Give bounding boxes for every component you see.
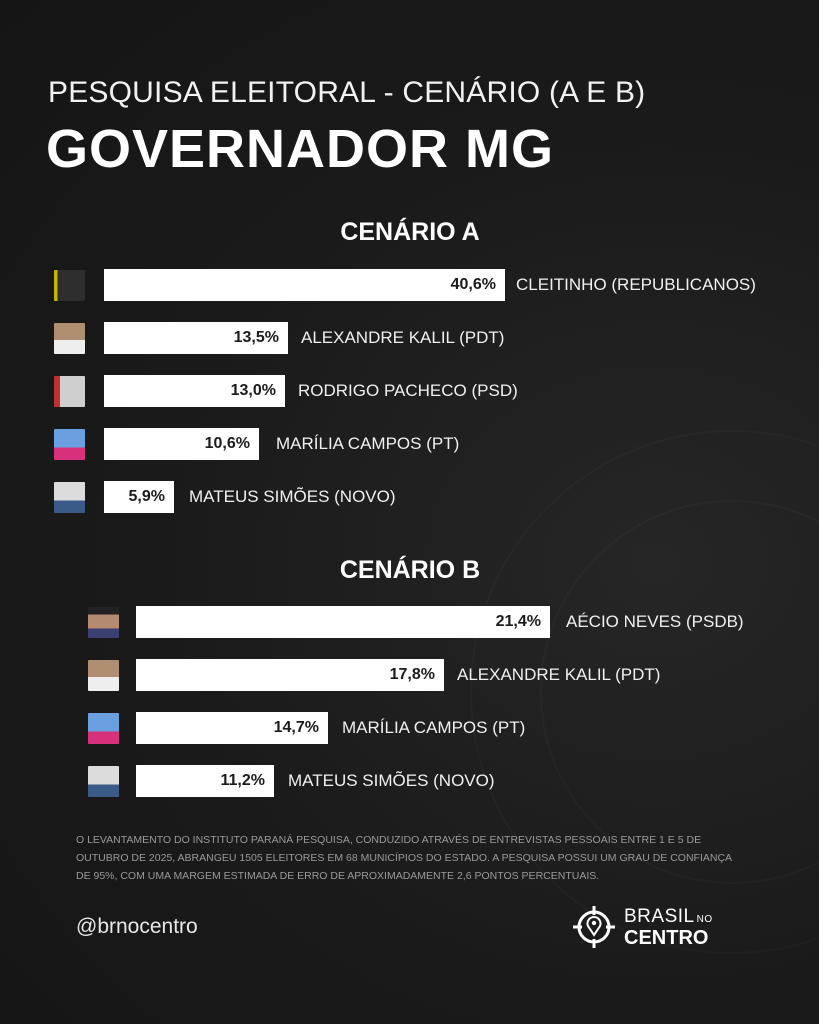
candidate-label: MARÍLIA CAMPOS (PT) <box>276 434 460 453</box>
logo-text-no: NO <box>696 913 713 925</box>
bar-value: 10,6% <box>204 435 250 452</box>
candidate-avatar <box>88 765 119 797</box>
candidate-label: MATEUS SIMÕES (NOVO) <box>288 771 495 790</box>
bar: 11,2% <box>136 765 274 797</box>
brand-logo: BRASIL NO CENTRO <box>572 905 713 949</box>
logo-text-brasil: BRASIL <box>624 905 695 927</box>
bar: 13,5% <box>104 322 288 354</box>
candidate-label: CLEITINHO (REPUBLICANOS) <box>516 275 756 294</box>
bar-value: 13,5% <box>233 329 279 346</box>
candidate-label: ALEXANDRE KALIL (PDT) <box>457 665 661 684</box>
bar: 5,9% <box>104 481 174 513</box>
candidate-avatar <box>54 428 85 460</box>
bar: 40,6% <box>104 269 505 301</box>
logo-text-centro: CENTRO <box>624 926 709 949</box>
bar-value: 40,6% <box>450 276 496 293</box>
candidate-avatar <box>88 712 119 744</box>
candidate-label: AÉCIO NEVES (PSDB) <box>566 612 744 631</box>
bar-value: 14,7% <box>273 719 319 736</box>
bar-value: 5,9% <box>128 488 165 505</box>
bar: 13,0% <box>104 375 285 407</box>
candidate-avatar <box>88 606 119 638</box>
scenario-b-title: CENÁRIO B <box>339 556 481 584</box>
candidate-label: MATEUS SIMÕES (NOVO) <box>189 487 396 506</box>
candidate-avatar <box>54 269 85 301</box>
bar-value: 21,4% <box>495 613 541 630</box>
bar-value: 17,8% <box>389 666 435 683</box>
candidate-label: RODRIGO PACHECO (PSD) <box>298 381 518 400</box>
bar: 17,8% <box>136 659 444 691</box>
bar-value: 11,2% <box>220 772 265 789</box>
page-title: GOVERNADOR MG <box>46 119 555 179</box>
candidate-avatar <box>54 481 85 513</box>
scenario-a-title: CENÁRIO A <box>340 218 480 246</box>
bar: 21,4% <box>136 606 550 638</box>
bar-value: 13,0% <box>230 382 276 399</box>
crosshair-pin-icon <box>573 906 615 948</box>
bar: 14,7% <box>136 712 328 744</box>
candidate-label: ALEXANDRE KALIL (PDT) <box>301 328 505 347</box>
methodology-note: O LEVANTAMENTO DO INSTITUTO PARANÁ PESQU… <box>76 834 732 882</box>
candidate-avatar <box>88 659 119 691</box>
candidate-avatar <box>54 322 85 354</box>
candidate-avatar <box>54 375 85 407</box>
page-subtitle: PESQUISA ELEITORAL - CENÁRIO (A E B) <box>48 76 646 109</box>
social-handle: @brnocentro <box>76 915 198 938</box>
candidate-label: MARÍLIA CAMPOS (PT) <box>342 718 526 737</box>
bar: 10,6% <box>104 428 259 460</box>
